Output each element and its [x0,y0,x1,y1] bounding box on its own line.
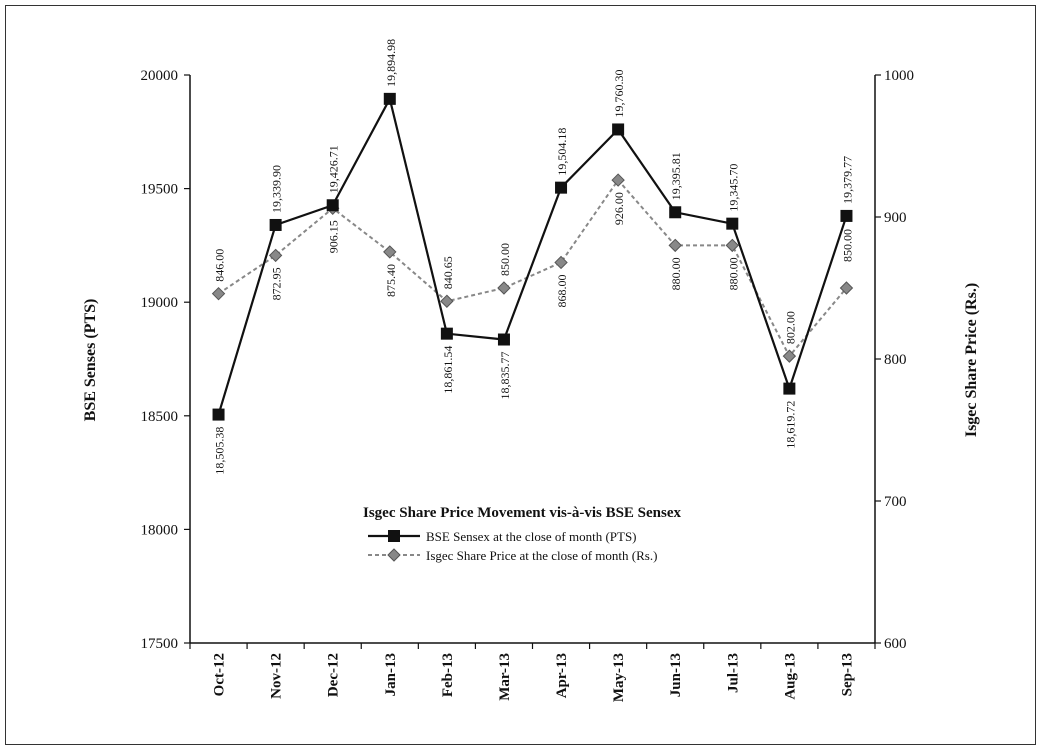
isgec-point [268,248,283,263]
y-axis-left-title: BSE Senses (PTS) [82,299,99,422]
isgec-data-label: 880.00 [726,257,740,290]
x-tick-label: Jun-13 [668,653,684,697]
isgec-data-label: 926.00 [612,192,626,225]
isgec-data-label: 868.00 [555,274,569,307]
bse-data-label: 18,505.38 [213,427,227,475]
x-tick-label: Feb-13 [440,653,456,697]
isgec-data-label: 840.65 [441,256,455,289]
series-layer [211,92,854,421]
isgec-data-label: 906.15 [327,220,341,253]
y-right-tick-label: 900 [884,210,907,226]
bse-data-label: 19,339.90 [270,165,284,213]
bse-point [669,206,682,219]
x-tick-label: Jan-13 [383,653,399,696]
isgec-data-label: 850.00 [498,243,512,276]
y-left-tick-label: 18500 [141,409,179,425]
x-tick-label: Apr-13 [554,653,570,698]
legend-items: BSE Sensex at the close of month (PTS) Is… [368,529,657,563]
bse-point [269,218,282,231]
y-left-tick-label: 18000 [141,522,179,538]
bse-data-label: 19,426.71 [327,145,341,193]
legend: Isgec Share Price Movement vis-à-vis BSE… [363,505,682,563]
x-tick-label: May-13 [611,653,627,702]
bse-data-label: 19,894.98 [384,39,398,87]
legend-bse-marker [388,530,400,542]
x-tick-label: Aug-13 [782,653,798,700]
y-right-tick-label: 600 [884,636,907,652]
bse-data-label: 19,760.30 [612,69,626,117]
bse-data-label: 19,504.18 [555,128,569,176]
bse-point [840,209,853,222]
bse-point [783,382,796,395]
isgec-data-label: 846.00 [213,249,227,282]
isgec-data-label: 802.00 [783,311,797,344]
y-axis-right-title: Isgec Share Price (Rs.) [963,283,980,437]
data-labels: 18,505.38 19,339.90 19,426.71 19,894.98 18,8… [213,39,855,475]
bse-point [326,199,339,212]
isgec-point [440,294,454,308]
x-tick-label: Mar-13 [497,653,513,701]
isgec-point [668,238,682,253]
line-chart: 17500 18000 18500 19000 19500 20000 600 700 800 9… [82,39,980,702]
isgec-data-label: 872.95 [270,267,284,300]
x-tick-label: Oct-12 [212,653,228,696]
bse-point [383,92,396,105]
bse-point [497,333,510,346]
bse-point [612,123,625,136]
x-tick-label: Nov-12 [269,653,285,699]
isgec-point [782,349,797,363]
bse-data-label: 18,619.72 [783,401,797,449]
bse-point [212,408,225,421]
isgec-data-label: 880.00 [669,257,683,290]
isgec-point [497,281,511,295]
chart-title: Isgec Share Price Movement vis-à-vis BSE… [363,505,682,521]
y-left-tick-label: 19000 [141,295,179,311]
y-right-tick-label: 1000 [884,68,914,84]
isgec-point [554,255,568,270]
isgec-point [611,173,625,187]
bse-data-label: 19,379.77 [840,156,854,204]
series-line-bse [217,95,848,415]
bse-data-label: 19,395.81 [669,152,683,200]
isgec-point [839,281,854,295]
bse-point [440,327,453,340]
y-left-tick-label: 17500 [141,636,179,652]
isgec-point [383,245,397,259]
isgec-data-label: 875.40 [384,264,398,297]
y-right-tick-label: 800 [884,352,907,368]
bse-data-label: 18,861.54 [441,346,455,394]
series-line-isgec [217,178,848,358]
isgec-data-label: 850.00 [840,229,854,262]
bse-data-label: 19,345.70 [726,164,740,212]
y-left-tick-label: 19500 [141,182,179,198]
bse-point [555,181,568,194]
isgec-point [725,238,739,253]
isgec-point [211,286,226,301]
bse-data-label: 18,835.77 [498,352,512,400]
bse-point [726,217,739,230]
y-left-tick-label: 20000 [141,68,179,84]
legend-isgec-label: Isgec Share Price at the close of month … [426,548,657,563]
axes: 17500 18000 18500 19000 19500 20000 600 700 800 9… [141,68,915,702]
y-right-tick-label: 700 [884,494,907,510]
legend-isgec-marker [387,548,401,562]
legend-bse-label: BSE Sensex at the close of month (PTS) [426,529,637,544]
x-tick-label: Jul-13 [725,653,741,693]
x-tick-label: Dec-12 [326,653,342,697]
x-tick-label: Sep-13 [839,653,855,696]
